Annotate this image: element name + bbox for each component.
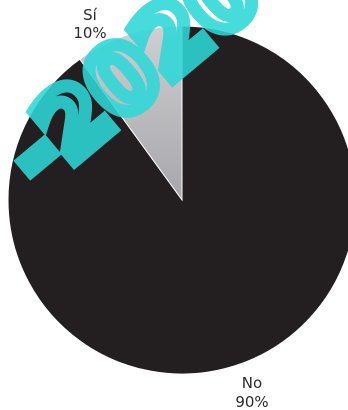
pie-slice-si bbox=[79, 25, 183, 202]
pie-slice-no bbox=[7, 25, 348, 375]
pie-slices bbox=[7, 25, 348, 375]
slice-label: No bbox=[242, 374, 262, 392]
slice-value-label: 10% bbox=[73, 24, 106, 42]
slice-value-label: 90% bbox=[235, 393, 268, 410]
slice-label: Sí bbox=[83, 6, 98, 24]
